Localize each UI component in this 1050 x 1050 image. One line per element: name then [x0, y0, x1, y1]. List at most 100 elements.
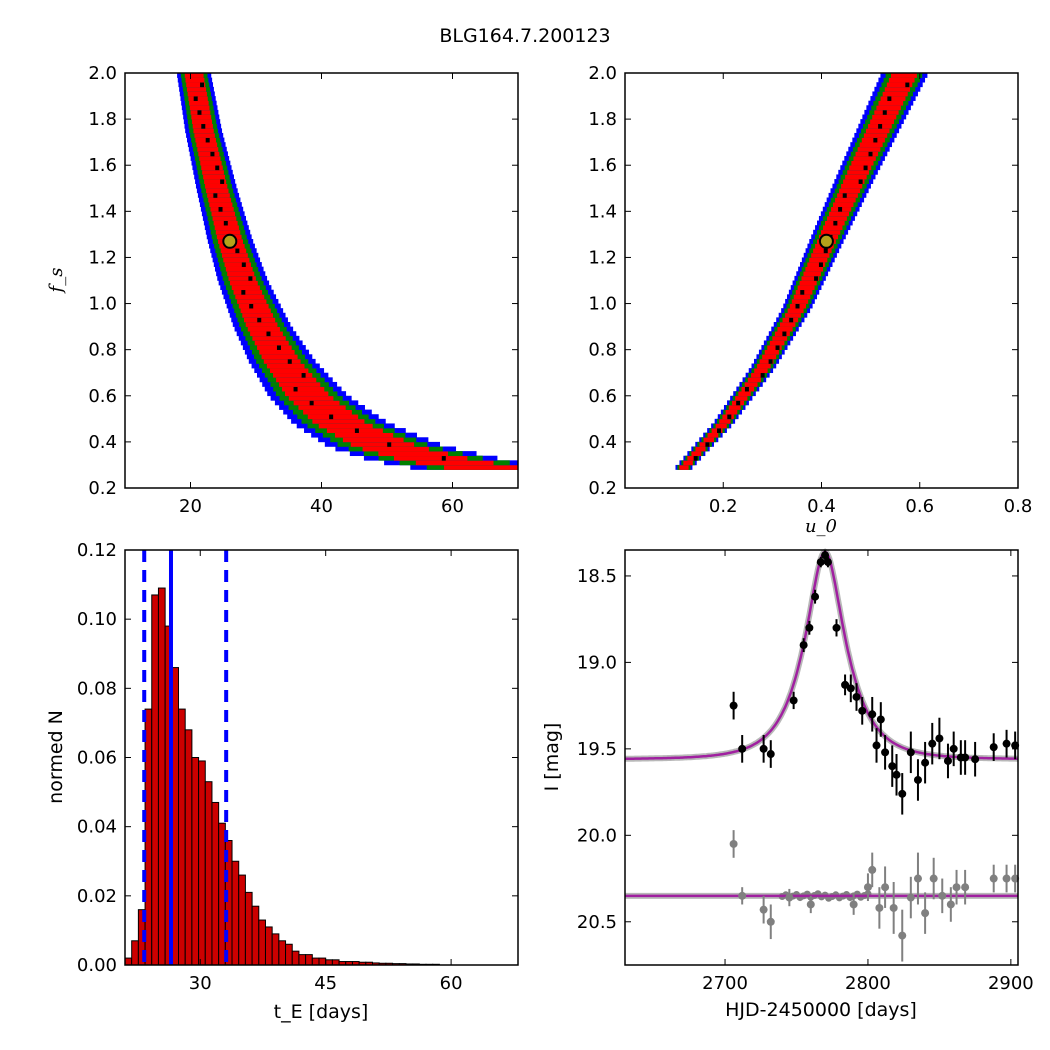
density-cell-black — [868, 151, 873, 157]
density-cell-red — [884, 86, 910, 92]
density-cell-black — [736, 400, 741, 406]
x-tick-label: 2900 — [988, 973, 1034, 994]
residual-point — [929, 874, 938, 883]
density-cell-red — [237, 298, 267, 304]
density-cell-black — [215, 165, 220, 171]
y-tick-label: 0.08 — [77, 678, 117, 699]
density-cell-red — [827, 215, 847, 221]
y-tick-label: 0.10 — [77, 609, 117, 630]
density-cell-red — [787, 308, 804, 314]
density-cell-black — [287, 358, 292, 364]
density-cell-red — [801, 275, 819, 281]
histogram-bar — [305, 954, 313, 966]
x-tick-label: 40 — [310, 496, 333, 517]
y-tick-label: 1.2 — [88, 247, 117, 268]
density-cell-red — [227, 271, 255, 277]
density-cell-black — [210, 151, 215, 157]
density-cell-red — [863, 132, 888, 138]
density-cell-red — [888, 77, 915, 83]
density-cell-black — [858, 179, 863, 184]
density-cell-red — [197, 146, 219, 152]
photometry-point — [892, 770, 901, 779]
density-cell-red — [725, 409, 738, 415]
y-tick-label: 1.8 — [588, 109, 617, 130]
density-cell-red — [841, 183, 863, 189]
photometry-point — [799, 641, 808, 650]
density-cell-red — [703, 437, 715, 443]
density-cell-red — [811, 252, 830, 258]
density-cell-red — [194, 132, 215, 138]
fs-axis-label: f_s — [46, 268, 67, 295]
density-cell-red — [214, 225, 239, 231]
density-cell-black — [201, 123, 206, 129]
density-cell-black — [200, 82, 205, 88]
y-tick-label: 1.0 — [588, 294, 617, 315]
light-curve-panel: 2700 2800 2900 18.5 19.0 19.5 20.0 20.5 HJD-245… — [541, 548, 1034, 1021]
te-histogram-panel: 30 45 60 0.00 0.02 0.04 0.06 0.08 0.10 0.12 t_E [… — [45, 540, 519, 1023]
density-cell-red — [785, 312, 801, 318]
y-tick-label: 1.2 — [588, 247, 617, 268]
residual-point — [766, 917, 775, 926]
density-cell-red — [845, 174, 867, 180]
photometry-point — [881, 748, 890, 757]
density-cell-red — [221, 252, 248, 258]
density-cell-black — [760, 372, 765, 378]
density-cell-red — [342, 437, 404, 443]
density-cell-red — [764, 349, 779, 355]
histogram-bar — [131, 940, 139, 966]
density-cell-black — [814, 275, 819, 281]
y-tick-label: 1.8 — [88, 109, 117, 130]
density-cell-black — [768, 358, 773, 364]
te-axis-label: t_E [days] — [274, 1001, 369, 1023]
residual-point — [952, 883, 961, 892]
density-cell-red — [797, 285, 815, 291]
density-cell-red — [215, 229, 241, 235]
density-cell-red — [201, 165, 223, 171]
x-tick-label: 2700 — [702, 973, 748, 994]
density-cell-red — [240, 308, 271, 314]
photometry-point — [1011, 741, 1020, 750]
density-cell-red — [378, 451, 449, 457]
density-cell-black — [235, 248, 240, 254]
density-cell-red — [247, 326, 280, 332]
histogram-bar — [331, 959, 340, 966]
residual-point — [729, 839, 738, 848]
photometry-point — [876, 715, 885, 724]
magnitude-axis-label: I [mag] — [541, 723, 563, 792]
density-cell-red — [857, 146, 881, 152]
density-cell-red — [242, 312, 273, 318]
photometry-point — [858, 706, 867, 715]
histogram-bar — [278, 940, 287, 966]
y-tick-label: 0.02 — [77, 886, 117, 907]
u0-axis-label: u_0 — [805, 516, 837, 537]
density-cell-red — [754, 368, 768, 374]
y-tick-label: 0.04 — [77, 817, 117, 838]
histogram-bar — [258, 919, 266, 966]
photometry-point — [913, 775, 922, 784]
density-cell-red — [835, 197, 856, 203]
photometry-point — [816, 558, 825, 567]
residual-point — [849, 900, 858, 909]
residual-point — [961, 883, 970, 892]
y-tick-label: 0.6 — [588, 386, 617, 407]
y-tick-label: 20.5 — [577, 912, 617, 933]
density-cell-red — [211, 211, 235, 217]
density-cell-red — [861, 137, 885, 143]
density-cell-red — [711, 428, 723, 433]
density-cell-black — [887, 96, 892, 101]
density-cell-red — [870, 119, 895, 125]
density-cell-red — [362, 446, 429, 452]
x-tick-label: 30 — [189, 973, 212, 994]
y-tick-label: 0.6 — [88, 386, 117, 407]
density-cell-red — [777, 326, 793, 332]
density-cell-red — [886, 82, 913, 88]
x-tick-label: 60 — [440, 973, 463, 994]
density-cell-red — [288, 395, 334, 401]
density-cell-black — [705, 441, 710, 447]
density-cell-red — [809, 257, 828, 263]
density-cell-red — [687, 455, 698, 461]
density-cell-red — [849, 165, 872, 171]
density-cell-red — [350, 441, 415, 447]
density-cell-red — [738, 391, 751, 397]
